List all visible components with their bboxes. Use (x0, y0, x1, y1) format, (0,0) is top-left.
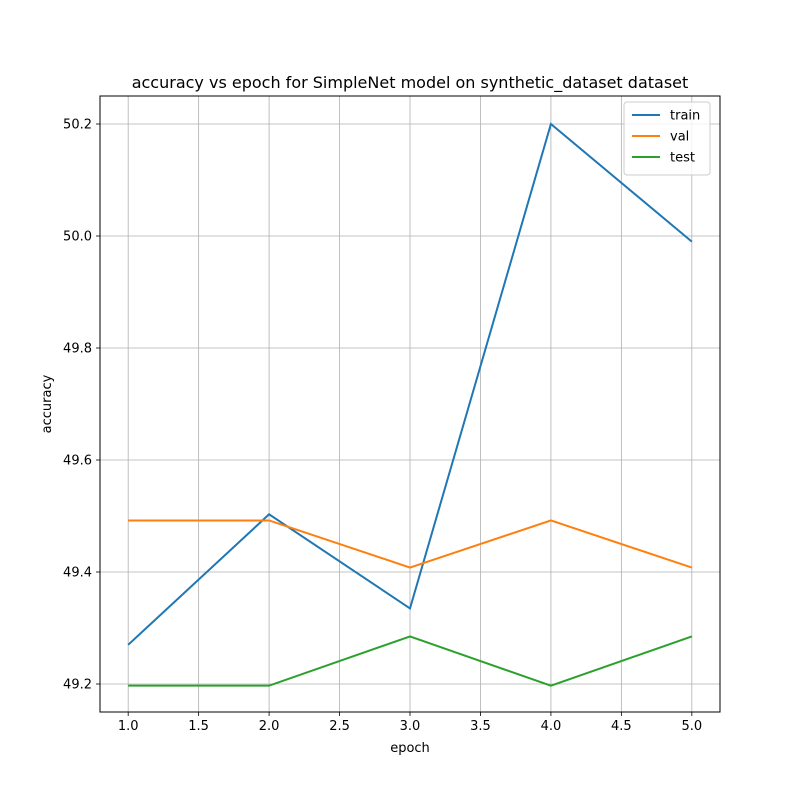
x-tick-label: 5.0 (681, 719, 702, 734)
axis-ticks: 1.0 1.5 2.0 2.5 3.0 3.5 4.0 4.5 5.0 49.2 49.4 49.6 4… (63, 118, 702, 735)
y-tick-label: 49.6 (63, 454, 92, 469)
x-tick-label: 2.5 (329, 719, 350, 734)
series-line-test (128, 635, 693, 687)
x-tick-label: 1.0 (118, 719, 139, 734)
y-tick-label: 49.8 (63, 342, 92, 357)
x-tick-label: 3.0 (400, 719, 421, 734)
legend-label-train: train (670, 109, 700, 124)
y-tick-label: 49.4 (63, 566, 92, 581)
x-tick-label: 3.5 (470, 719, 491, 734)
series-line-val (128, 519, 693, 569)
legend: train val test (623, 101, 711, 176)
series-line-train (127, 122, 693, 646)
x-tick-label: 1.5 (188, 719, 209, 734)
chart-title: accuracy vs epoch for SimpleNet model on… (132, 73, 689, 93)
legend-label-test: test (670, 151, 695, 166)
series-lines (127, 122, 693, 687)
grid-lines (100, 96, 720, 712)
legend-label-val: val (670, 130, 689, 145)
y-axis-label: accuracy (40, 374, 55, 433)
x-tick-label: 4.0 (541, 719, 562, 734)
x-tick-label: 4.5 (611, 719, 632, 734)
y-tick-label: 50.0 (63, 230, 92, 245)
x-axis-label: epoch (390, 741, 430, 756)
y-tick-label: 49.2 (63, 678, 92, 693)
x-tick-label: 2.0 (259, 719, 280, 734)
y-tick-label: 50.2 (63, 118, 92, 133)
